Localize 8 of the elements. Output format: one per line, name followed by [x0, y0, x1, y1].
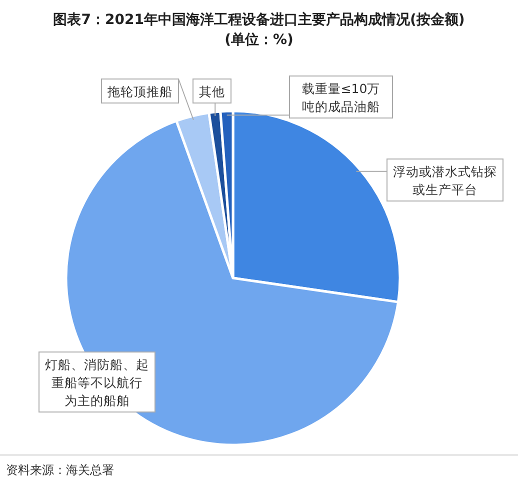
chart-subtitle: (单位：%): [224, 32, 294, 48]
slice-label: 拖轮顶推船: [106, 84, 172, 99]
text: 资料来源：海关总署: [6, 463, 114, 477]
slice-label: 其他: [199, 84, 225, 99]
slice-label: 浮动或潜水式钻探或生产平台: [393, 164, 497, 197]
slice-label: 灯船、消防船、起重船等不以航行为主的船舶: [45, 357, 149, 408]
slice-label: 载重量≤10万吨的成品油船: [302, 81, 380, 114]
chart-title: 图表7：2021年中国海洋工程设备进口主要产品构成情况(按金额): [53, 11, 465, 28]
